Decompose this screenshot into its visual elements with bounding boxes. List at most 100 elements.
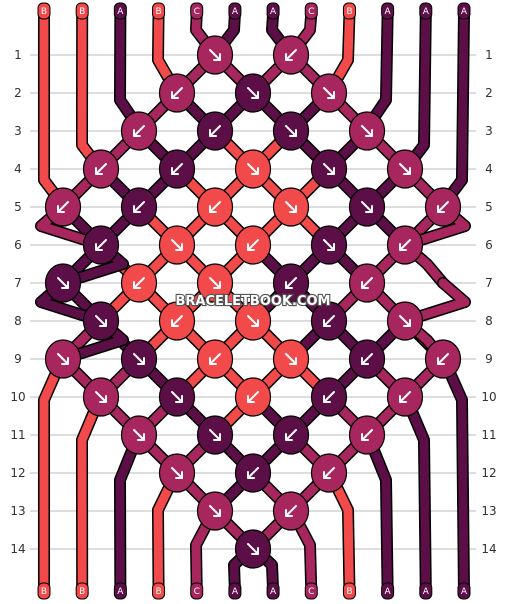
- arrow-icon: [323, 391, 335, 403]
- arrow-icon: [171, 315, 183, 327]
- knot: [120, 339, 158, 379]
- knot: [196, 35, 234, 75]
- arrow-icon: [361, 353, 373, 365]
- row-label-left: 13: [10, 504, 25, 518]
- arrow-icon: [171, 391, 183, 403]
- arrow-icon: [133, 125, 145, 137]
- strand-path: [115, 9, 144, 133]
- arrow-icon: [323, 87, 335, 99]
- knot: [196, 187, 234, 227]
- row-label-right: 4: [485, 162, 493, 176]
- arrow-icon: [133, 353, 145, 365]
- knot: [234, 529, 272, 569]
- row-label-left: 5: [14, 200, 22, 214]
- arrow-icon: [323, 315, 335, 327]
- strand-cap: C: [304, 2, 318, 20]
- knot: [272, 263, 310, 303]
- knot: [386, 377, 424, 417]
- knot: [348, 111, 386, 151]
- strand-cap: C: [190, 582, 204, 600]
- strand-letter: A: [385, 7, 392, 17]
- arrow-icon: [247, 163, 259, 175]
- watermark-text: BRACELETBOOK.COM: [176, 294, 331, 309]
- row-label-right: 12: [481, 466, 496, 480]
- knot: [272, 491, 310, 531]
- row-label-left: 11: [10, 428, 25, 442]
- arrow-icon: [95, 163, 107, 175]
- arrow-icon: [437, 353, 449, 365]
- arrow-icon: [209, 505, 221, 517]
- knot: [272, 187, 310, 227]
- knot: [120, 263, 158, 303]
- knot: [234, 149, 272, 189]
- knot: [348, 415, 386, 455]
- knot: [196, 263, 234, 303]
- strand-path: [438, 9, 469, 210]
- arrow-icon: [399, 391, 411, 403]
- arrow-icon: [361, 201, 373, 213]
- row-label-right: 9: [485, 352, 493, 366]
- arrow-icon: [209, 201, 221, 213]
- arrow-icon: [209, 429, 221, 441]
- strand-letter: B: [79, 7, 85, 17]
- row-label-right: 13: [481, 504, 496, 518]
- strand-letter: B: [346, 7, 352, 17]
- row-label-left: 14: [10, 542, 25, 556]
- strand-cap: A: [113, 582, 127, 600]
- strand-letter: B: [346, 587, 352, 597]
- arrow-icon: [399, 239, 411, 251]
- strand-letter: B: [155, 587, 161, 597]
- knot: [234, 453, 272, 493]
- knot: [82, 225, 120, 265]
- knot: [120, 187, 158, 227]
- arrow-icon: [171, 467, 183, 479]
- row-label-left: 6: [14, 238, 22, 252]
- knot: [196, 415, 234, 455]
- strand-cap: C: [190, 2, 204, 20]
- strand-letter: C: [194, 587, 200, 597]
- knot: [158, 377, 196, 417]
- knot: [82, 301, 120, 341]
- knot: [234, 73, 272, 113]
- strand-letter: B: [155, 7, 161, 17]
- strand-letter: A: [117, 7, 124, 17]
- arrow-icon: [323, 239, 335, 251]
- knot: [272, 415, 310, 455]
- row-label-right: 3: [485, 124, 493, 138]
- knot: [158, 225, 196, 265]
- arrow-icon: [437, 201, 449, 213]
- strand-letter: C: [308, 7, 314, 17]
- arrow-icon: [171, 163, 183, 175]
- strand-letter: A: [461, 7, 468, 17]
- knot: [272, 111, 310, 151]
- row-label-right: 1: [485, 48, 493, 62]
- knot: [158, 301, 196, 341]
- arrow-icon: [323, 163, 335, 175]
- knot: [234, 377, 272, 417]
- arrow-icon: [285, 505, 297, 517]
- knot: [272, 35, 310, 75]
- row-label-left: 10: [10, 390, 25, 404]
- row-label-left: 7: [14, 276, 22, 290]
- strand-letter: A: [423, 587, 430, 597]
- strand-path: [77, 390, 106, 595]
- arrow-icon: [285, 201, 297, 213]
- arrow-icon: [323, 467, 335, 479]
- row-label-right: 6: [485, 238, 493, 252]
- knot: [424, 339, 462, 379]
- knot: [272, 339, 310, 379]
- row-label-left: 8: [14, 314, 22, 328]
- arrow-icon: [361, 277, 373, 289]
- arrow-icon: [95, 239, 107, 251]
- knot: [234, 225, 272, 265]
- strand-letter: C: [308, 587, 314, 597]
- strand-cap: A: [457, 582, 471, 600]
- arrow-icon: [285, 49, 297, 61]
- knot: [310, 453, 348, 493]
- strand-path: [77, 9, 106, 175]
- row-label-left: 3: [14, 124, 22, 138]
- arrow-icon: [133, 201, 145, 213]
- arrow-icon: [209, 277, 221, 289]
